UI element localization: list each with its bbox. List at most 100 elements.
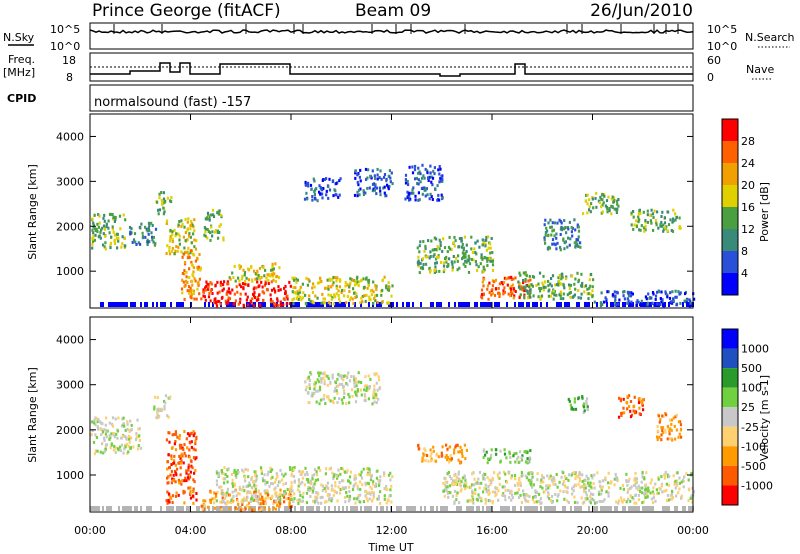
range-cell	[562, 479, 565, 483]
power-y-label: Slant Range [km]	[26, 164, 39, 260]
range-cell	[556, 494, 559, 498]
range-cell	[94, 423, 97, 427]
bottom-speckle	[440, 506, 442, 511]
range-cell	[544, 280, 547, 284]
range-cell	[202, 499, 205, 503]
range-cell	[368, 471, 371, 475]
range-cell	[222, 498, 225, 502]
range-cell	[673, 482, 676, 486]
range-cell	[582, 212, 585, 216]
range-cell	[189, 470, 192, 474]
range-cell	[632, 210, 635, 213]
range-cell	[488, 458, 491, 462]
range-cell	[334, 386, 337, 390]
range-cell	[591, 289, 594, 293]
range-cell	[514, 276, 517, 280]
range-cell	[452, 241, 455, 245]
range-cell	[366, 499, 369, 503]
range-cell	[337, 474, 340, 478]
range-cell	[304, 293, 307, 297]
range-cell	[529, 288, 532, 292]
range-cell	[218, 290, 221, 294]
range-cell	[448, 457, 451, 461]
range-cell	[306, 391, 309, 395]
range-cell	[175, 491, 178, 495]
range-cell	[351, 297, 354, 301]
range-cell	[179, 473, 182, 477]
range-cell	[458, 245, 461, 249]
range-cell	[368, 295, 371, 299]
range-cell	[637, 300, 640, 304]
range-cell	[525, 274, 528, 278]
range-cell	[102, 224, 106, 228]
range-cell	[331, 277, 334, 281]
range-cell	[193, 297, 196, 301]
range-cell	[109, 244, 112, 248]
range-cell	[124, 218, 127, 222]
range-cell	[279, 303, 282, 307]
bottom-speckle	[544, 506, 546, 511]
range-cell	[117, 416, 120, 420]
range-cell	[605, 490, 608, 494]
range-cell	[629, 494, 632, 498]
range-cell	[640, 224, 643, 228]
range-cell	[296, 488, 300, 492]
range-cell	[554, 243, 557, 247]
range-cell	[517, 280, 520, 284]
range-cell	[527, 478, 530, 482]
range-cell	[189, 251, 192, 255]
range-cell	[666, 424, 669, 428]
bottom-speckle	[468, 506, 470, 511]
range-cell	[331, 400, 334, 403]
range-cell	[458, 266, 461, 270]
bottom-speckle	[514, 506, 516, 511]
range-cell	[348, 290, 351, 293]
range-cell	[303, 483, 306, 487]
bottom-speckle	[156, 302, 158, 307]
bottom-speckle	[346, 506, 348, 511]
range-cell	[240, 488, 243, 492]
range-cell	[167, 453, 170, 457]
range-cell	[659, 303, 662, 306]
range-cell	[293, 492, 296, 496]
range-cell	[411, 171, 415, 175]
range-cell	[588, 278, 591, 282]
range-cell	[288, 280, 291, 284]
range-cell	[441, 196, 444, 199]
range-cell	[581, 395, 584, 399]
range-cell	[460, 239, 463, 243]
range-cell	[198, 253, 201, 256]
range-cell	[558, 480, 561, 484]
range-cell	[641, 470, 644, 474]
range-cell	[248, 481, 251, 485]
range-cell	[133, 232, 137, 236]
range-cell	[662, 414, 665, 418]
range-cell	[587, 476, 590, 480]
range-cell	[92, 223, 95, 227]
range-cell	[174, 471, 177, 475]
range-cell	[437, 455, 440, 459]
range-cell	[298, 490, 301, 494]
range-cell	[556, 241, 559, 245]
range-cell	[425, 262, 428, 266]
range-cell	[113, 448, 116, 452]
range-cell	[574, 245, 577, 249]
range-cell	[520, 471, 523, 474]
range-cell	[539, 485, 542, 489]
range-cell	[444, 480, 447, 484]
range-cell	[524, 449, 527, 453]
range-cell	[597, 199, 600, 203]
range-cell	[271, 300, 274, 304]
bottom-speckle	[520, 506, 522, 511]
range-cell	[341, 467, 344, 471]
range-cell	[559, 219, 562, 223]
range-cell	[442, 481, 445, 485]
bottom-speckle	[486, 302, 488, 307]
range-cell	[641, 402, 644, 406]
range-cell	[674, 289, 677, 293]
range-cell	[355, 497, 358, 501]
range-cell	[253, 269, 256, 273]
range-cell	[453, 489, 457, 493]
range-cell	[604, 296, 607, 300]
range-cell	[181, 454, 184, 458]
